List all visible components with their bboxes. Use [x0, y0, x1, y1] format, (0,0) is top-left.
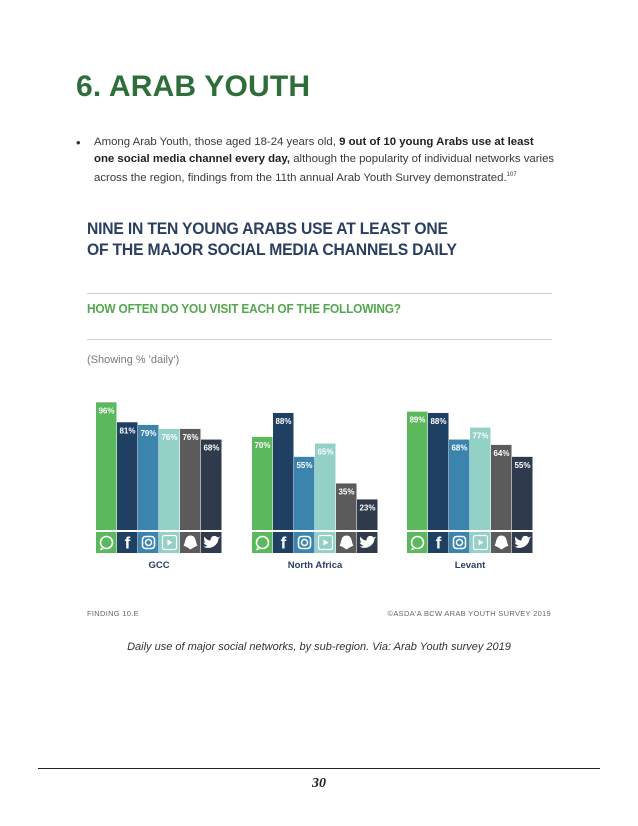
icon-tile [407, 532, 428, 553]
bar [512, 456, 533, 530]
bar [138, 424, 159, 530]
data-label: 68% [451, 444, 467, 453]
section-heading: 6. ARAB YOUTH [76, 70, 311, 103]
bar [428, 412, 449, 530]
data-label: 88% [430, 417, 446, 426]
twitter-icon [357, 532, 378, 553]
bar [407, 411, 428, 530]
twitter-icon [201, 532, 222, 553]
snapchat-icon [491, 532, 512, 553]
bar-chart: 96% 81% f 79% 76% 76% 68% GCC 70% 88% f 55% 65% 35% 23… [96, 402, 533, 571]
youtube-icon [315, 532, 336, 553]
icon-tile [252, 532, 273, 553]
icon-tile [273, 532, 294, 553]
bar [357, 499, 378, 530]
instagram-icon [294, 532, 315, 553]
twitter-icon [512, 532, 533, 553]
icon-tile [449, 532, 470, 553]
data-label: 68% [203, 444, 219, 453]
footer-divider [38, 768, 600, 769]
bar [159, 428, 180, 530]
icon-tile [117, 532, 138, 553]
icon-tile [96, 532, 117, 553]
bar [273, 412, 294, 530]
facebook-icon: f [117, 532, 138, 553]
bar [449, 439, 470, 530]
bar [470, 427, 491, 530]
category-label: North Africa [288, 560, 343, 571]
bar [117, 422, 138, 530]
facebook-icon: f [428, 532, 449, 553]
data-label: 77% [472, 432, 488, 441]
figure-title-line2: OF THE MAJOR SOCIAL MEDIA CHANNELS DAILY [87, 241, 457, 259]
svg-text:f: f [281, 534, 287, 553]
figure-caption: Daily use of major social networks, by s… [127, 641, 511, 653]
bar [96, 402, 117, 530]
data-label: 89% [409, 416, 425, 425]
data-label: 76% [161, 433, 177, 442]
bar [315, 443, 336, 530]
icon-tile [294, 532, 315, 553]
svg-text:f: f [125, 534, 131, 553]
instagram-icon [449, 532, 470, 553]
icon-tile [428, 532, 449, 553]
bullet-text-bold: 9 out of 10 young Arabs use at least one… [94, 136, 534, 165]
figure-title: NINE IN TEN YOUNG ARABS USE AT LEAST ONE… [87, 219, 543, 261]
bar [252, 436, 273, 530]
figure-finding: FINDING 10.E [87, 609, 139, 618]
figure-source: ©ASDA'A BCW ARAB YOUTH SURVEY 2019 [387, 609, 551, 618]
data-label: 64% [493, 449, 509, 458]
divider [87, 339, 552, 340]
youtube-icon [159, 532, 180, 553]
figure-title-line1: NINE IN TEN YOUNG ARABS USE AT LEAST ONE [87, 220, 448, 238]
bar-group-gcc: 96% 81% f 79% 76% 76% 68% GCC [96, 402, 222, 571]
snapchat-icon [180, 532, 201, 553]
bar [336, 483, 357, 530]
bar-group-levant: 89% 88% f 68% 77% 64% 55% Levant [407, 411, 533, 571]
youtube-icon [470, 532, 491, 553]
category-label: GCC [148, 560, 169, 571]
whatsapp-icon [96, 532, 117, 553]
data-label: 55% [296, 461, 312, 470]
bar [180, 428, 201, 530]
bullet-text-part1: Among Arab Youth, those aged 18-24 years… [94, 136, 340, 148]
bar [294, 456, 315, 530]
bullet-item: • Among Arab Youth, those aged 18-24 yea… [76, 134, 556, 186]
page-number: 30 [312, 776, 326, 791]
bullet-dot: • [76, 135, 81, 150]
data-label: 65% [317, 448, 333, 457]
data-label: 70% [254, 441, 270, 450]
divider [87, 293, 552, 294]
data-label: 76% [182, 433, 198, 442]
snapchat-icon [336, 532, 357, 553]
bullet-text-part2: although the popularity of individual ne… [94, 152, 555, 184]
category-label: Levant [455, 560, 486, 571]
bar [201, 439, 222, 530]
figure-question: HOW OFTEN DO YOU VISIT EACH OF THE FOLLO… [87, 302, 401, 316]
svg-text:f: f [436, 534, 442, 553]
bar [491, 444, 512, 530]
data-label: 79% [140, 429, 156, 438]
whatsapp-icon [252, 532, 273, 553]
facebook-icon: f [273, 532, 294, 553]
footnote-ref: 107 [506, 172, 517, 178]
bullet-text: Among Arab Youth, those aged 18-24 years… [94, 134, 556, 186]
data-label: 88% [275, 417, 291, 426]
figure-note: (Showing % 'daily') [87, 354, 180, 366]
bar-group-north-africa: 70% 88% f 55% 65% 35% 23% North Africa [252, 412, 378, 571]
icon-tile [138, 532, 159, 553]
data-label: 35% [338, 487, 354, 496]
whatsapp-icon [407, 532, 428, 553]
data-label: 96% [98, 406, 114, 415]
data-label: 23% [359, 503, 375, 512]
data-label: 81% [119, 426, 135, 435]
data-label: 55% [514, 461, 530, 470]
instagram-icon [138, 532, 159, 553]
